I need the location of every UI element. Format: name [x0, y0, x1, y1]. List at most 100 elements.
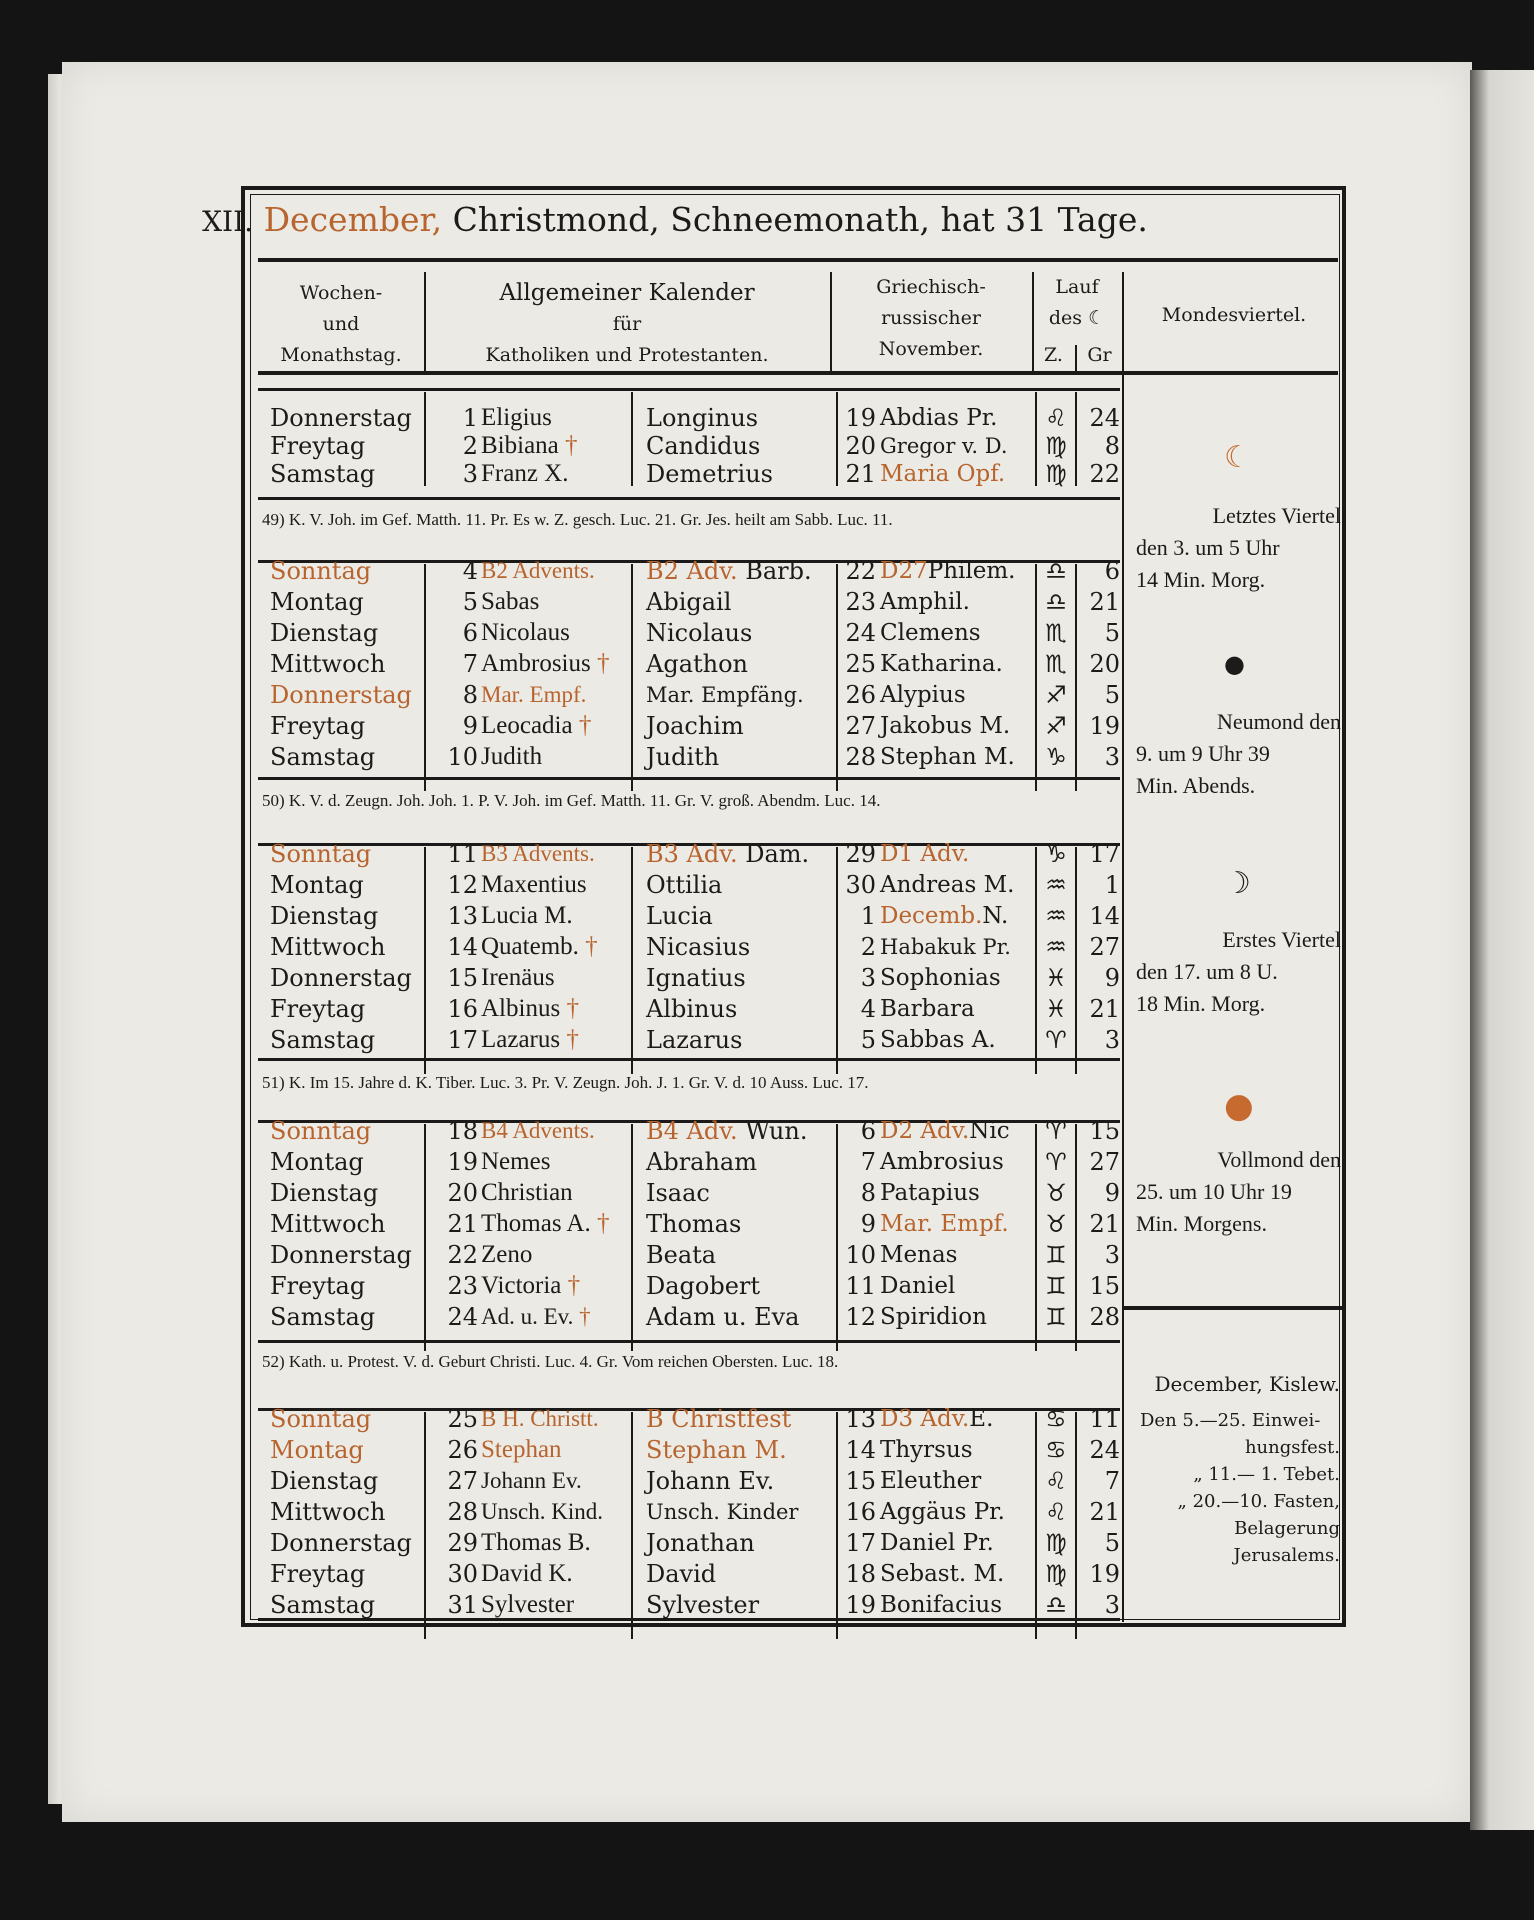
day-number: 8: [462, 681, 478, 709]
greek-saint: Eleuther: [880, 1466, 981, 1496]
calendar-row: Montag 12 Maxentius Ottilia 30 Andreas M. ♒ 1: [0, 870, 1130, 900]
protestant-name: Sylvester: [646, 1591, 760, 1619]
greek-name: Eleuther: [880, 1468, 982, 1494]
aries-icon: ♈: [1045, 1117, 1067, 1145]
greek-saint: Gregor v. D.: [880, 431, 1008, 461]
moon-phase-text: Neumond den: [1216, 709, 1341, 734]
full-moon-icon: ●: [1224, 1086, 1254, 1126]
title-month: December,: [263, 200, 443, 239]
protestant-name: Longinus: [646, 404, 759, 432]
calendar-row: Samstag 24 Ad. u. Ev. † Adam u. Eva 12 Spirid…: [0, 1302, 1130, 1332]
cancer-icon: ♋: [1045, 1405, 1067, 1433]
weekday: Freytag: [270, 1560, 366, 1588]
greek-name: Clemens: [880, 620, 981, 646]
greek-saint: Alypius: [880, 680, 966, 710]
gemini-icon: ♊: [1045, 1272, 1067, 1300]
greek-saint: Habakuk Pr.: [880, 932, 1011, 962]
protestant-name: Candidus: [646, 432, 761, 460]
column-divider: [836, 564, 838, 791]
protestant-saint: B4 Adv. Wun.: [646, 1116, 807, 1146]
protestant-saint: Albinus: [646, 994, 737, 1024]
catholic-saint: Albinus: [481, 995, 561, 1022]
greek-day: 7: [860, 1148, 876, 1176]
catholic-saint: Stephan: [481, 1436, 562, 1463]
protestant-saint: Lazarus: [646, 1025, 742, 1055]
greek-day: 3: [860, 964, 876, 992]
header-general-line: Allgemeiner Kalender: [499, 280, 755, 306]
protestant-saint: Candidus: [646, 431, 760, 461]
taurus-icon: ♉: [1045, 1179, 1067, 1207]
protestant-saint: B2 Adv. Barb.: [646, 556, 812, 586]
block-rule: [258, 1120, 1120, 1123]
title-numeral: XII.: [202, 205, 254, 238]
moon-degree: 22: [1089, 460, 1120, 488]
greek-name: Habakuk Pr.: [880, 935, 1011, 959]
taurus-icon: ♉: [1045, 1210, 1067, 1238]
catholic-entry: Ambrosius †: [481, 649, 609, 679]
jewish-calendar-line: „ 20.—10. Fasten,: [1177, 1491, 1340, 1512]
protestant-saint: Beata: [646, 1240, 716, 1270]
catholic-entry: B H. Christt.: [481, 1404, 599, 1434]
moon-degree: 21: [1089, 1498, 1120, 1526]
catholic-entry: Albinus †: [481, 994, 579, 1024]
greek-day: 23: [845, 588, 876, 616]
calendar-row: Dienstag 27 Johann Ev. Johann Ev. 15 Eleuther…: [0, 1466, 1130, 1496]
jewish-calendar-line: Belagerung: [1234, 1518, 1340, 1539]
moon-phase-text: 18 Min. Morg.: [1136, 991, 1266, 1016]
moon-degree: 3: [1104, 1591, 1120, 1619]
column-divider: [631, 847, 633, 1074]
header-greek-line: November.: [878, 338, 984, 360]
moon-phase-text: Erstes Viertel: [1222, 927, 1341, 952]
greek-name: Patapius: [880, 1180, 980, 1206]
protestant-saint: Jonathan: [646, 1528, 755, 1558]
catholic-saint: Johann Ev.: [481, 1468, 582, 1493]
moon-degree: 19: [1089, 712, 1120, 740]
moon-degree: 3: [1104, 1241, 1120, 1269]
weekday: Donnerstag: [270, 681, 412, 709]
greek-saint: Spiridion: [880, 1302, 987, 1332]
protestant-saint: Stephan M.: [646, 1435, 787, 1465]
jewish-calendar-line: „ 11.— 1. Tebet.: [1193, 1464, 1340, 1485]
catholic-entry: Irenäus: [481, 963, 555, 993]
fast-day-cross-icon: †: [585, 933, 598, 960]
day-number: 16: [447, 995, 478, 1023]
greek-rubric: Mar. Empf.: [880, 1211, 1009, 1237]
greek-saint: Andreas M.: [880, 870, 1014, 900]
moon-phase-text: 25. um 10 Uhr 19: [1136, 1179, 1292, 1204]
catholic-saint: Nicolaus: [481, 619, 570, 646]
leo-icon: ♌: [1045, 1498, 1067, 1526]
greek-saint: Sebast. M.: [880, 1559, 1004, 1589]
greek-name: Daniel Pr.: [880, 1530, 994, 1556]
catholic-entry: Sabas: [481, 587, 539, 617]
greek-saint: D27Philem.: [880, 556, 1015, 586]
weekday: Freytag: [270, 995, 366, 1023]
greek-name: N.: [982, 903, 1009, 929]
protestant-name: Lazarus: [646, 1026, 743, 1054]
day-number: 22: [447, 1241, 478, 1269]
column-divider: [836, 1124, 838, 1351]
weekday: Freytag: [270, 1272, 366, 1300]
calendar-row: Samstag 31 Sylvester Sylvester 19 Bonifacius ♎…: [0, 1590, 1130, 1620]
protestant-name: Nicasius: [646, 933, 751, 961]
catholic-entry: Johann Ev.: [481, 1466, 582, 1496]
day-number: 4: [462, 557, 478, 585]
gospel-readings: 50) K. V. d. Zeugn. Joh. Joh. 1. P. V. J…: [262, 791, 881, 810]
protestant-name: Unsch. Kinder: [646, 1500, 799, 1524]
greek-name: E.: [969, 1406, 994, 1432]
moon-phase-text: den 17. um 8 U.: [1136, 959, 1278, 984]
protestant-name: Agathon: [646, 650, 749, 678]
moon-degree: 20: [1089, 650, 1120, 678]
protestant-name: Isaac: [646, 1179, 710, 1207]
gemini-icon: ♊: [1045, 1241, 1067, 1269]
gemini-icon: ♊: [1045, 1303, 1067, 1331]
facing-page-edge: [1470, 70, 1534, 1830]
header-moon-course: Lauf: [1055, 276, 1099, 298]
page-title: XII. December, Christmond, Schneemonath,…: [0, 200, 1350, 239]
catholic-entry: Stephan: [481, 1435, 562, 1465]
greek-saint: Abdias Pr.: [880, 403, 998, 433]
greek-day: 19: [845, 1591, 876, 1619]
week-rule: [258, 1058, 1120, 1061]
greek-rubric: D3 Adv.: [880, 1406, 970, 1432]
calendar-row: Donnerstag 8 Mar. Empf. Mar. Empfäng. 26 Alyp…: [0, 680, 1130, 710]
day-number: 19: [447, 1148, 478, 1176]
